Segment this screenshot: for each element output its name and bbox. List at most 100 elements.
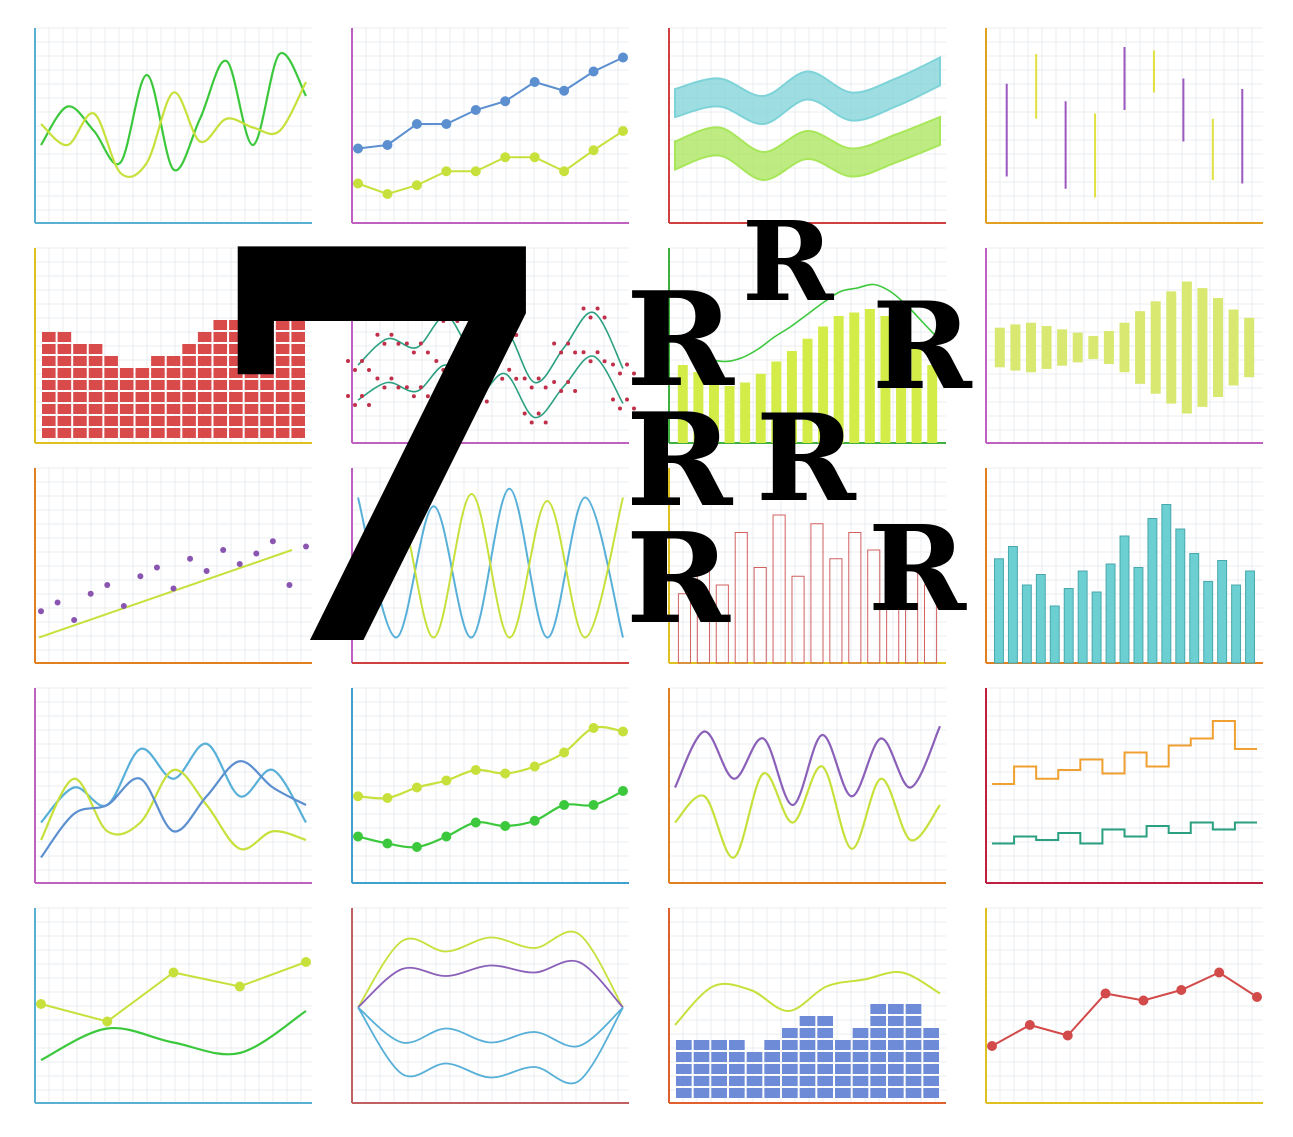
bar-block [73,404,87,414]
data-point [559,389,564,393]
bar-block [213,344,228,354]
data-point [411,180,422,191]
bar-block [275,320,290,330]
data-point [411,842,422,852]
bar-block [42,428,56,438]
bar-block [676,1040,692,1050]
bar-block [166,404,181,414]
bar-block [213,332,228,342]
data-point [71,617,78,623]
series-line [40,81,307,178]
bar-block [166,356,181,366]
data-point [566,380,571,384]
bar-block [799,1052,816,1062]
bar-block [182,380,196,390]
bar-block [135,380,150,390]
series-line [40,760,307,859]
data-point [470,105,481,115]
bar-block [229,404,243,414]
bar-block [275,356,290,366]
bar-block [799,1040,816,1050]
bar [1189,553,1200,664]
bar-block [291,356,305,366]
bar [1049,605,1060,664]
bar-block [73,344,87,354]
bar-block [104,392,118,402]
bar-block [151,392,165,402]
data-point [382,793,393,803]
bar-block [182,344,196,354]
bar-block [693,1076,710,1086]
bar-block [888,1040,904,1050]
bar-block [905,1076,922,1086]
bar-block [213,416,228,426]
chart-panel [985,247,1263,444]
bar-block [817,1016,833,1026]
bar-block [764,1052,780,1062]
chart-panel [351,467,629,664]
bar-block [275,308,290,318]
bar-block [711,1076,727,1086]
bar-block [166,392,181,402]
bar [1103,331,1114,364]
data-point [543,420,548,425]
bar-block [782,1088,798,1098]
bar-block [260,320,274,330]
bar [1041,326,1052,369]
data-point [484,359,489,364]
bar-block [260,344,274,354]
bar [923,584,938,664]
series-line [357,492,624,639]
bar-block [870,1028,886,1038]
bar [1057,329,1068,366]
bar-block [244,332,259,342]
bar-block [852,1040,869,1050]
bar-block [905,1064,922,1074]
data-point [389,376,394,381]
bar-block [835,1088,851,1098]
bar-block [676,1088,692,1098]
bar-block [244,392,259,402]
data-point [559,166,570,177]
data-point [470,359,475,364]
bar [849,312,860,443]
bar [896,330,907,443]
series-line [674,971,941,1026]
data-point [514,376,519,381]
bar-block [73,356,87,366]
data-point [102,1016,113,1027]
bar-block [197,404,212,414]
bar-block [213,392,228,402]
data-point [353,831,363,842]
bar-block [835,1052,851,1062]
data-point [602,315,607,320]
data-point [618,406,622,411]
chart-panel [34,27,312,224]
data-point [353,403,357,407]
bar-block [197,332,212,342]
bar [1077,570,1088,664]
data-point [382,838,393,849]
bar-block [693,1064,710,1074]
bar-block [729,1052,745,1062]
bar-block [119,368,134,378]
bar-block [923,1088,939,1098]
bar-block [88,404,103,414]
bar-block [275,404,290,414]
bar-block [182,368,196,378]
bar-block [870,1004,886,1014]
bar-block [166,380,181,390]
bar-block [42,368,56,378]
bar-block [73,428,87,438]
data-point [411,394,416,399]
bar-block [852,1064,869,1074]
data-point [360,359,364,363]
data-point [346,394,350,398]
bar-block [119,428,134,438]
bar-block [764,1088,780,1098]
overlay-letter: R [868,499,967,638]
bar [693,372,704,443]
bar-block [88,356,103,366]
overlay-letter: R [872,276,973,417]
bar-block [693,1040,710,1050]
